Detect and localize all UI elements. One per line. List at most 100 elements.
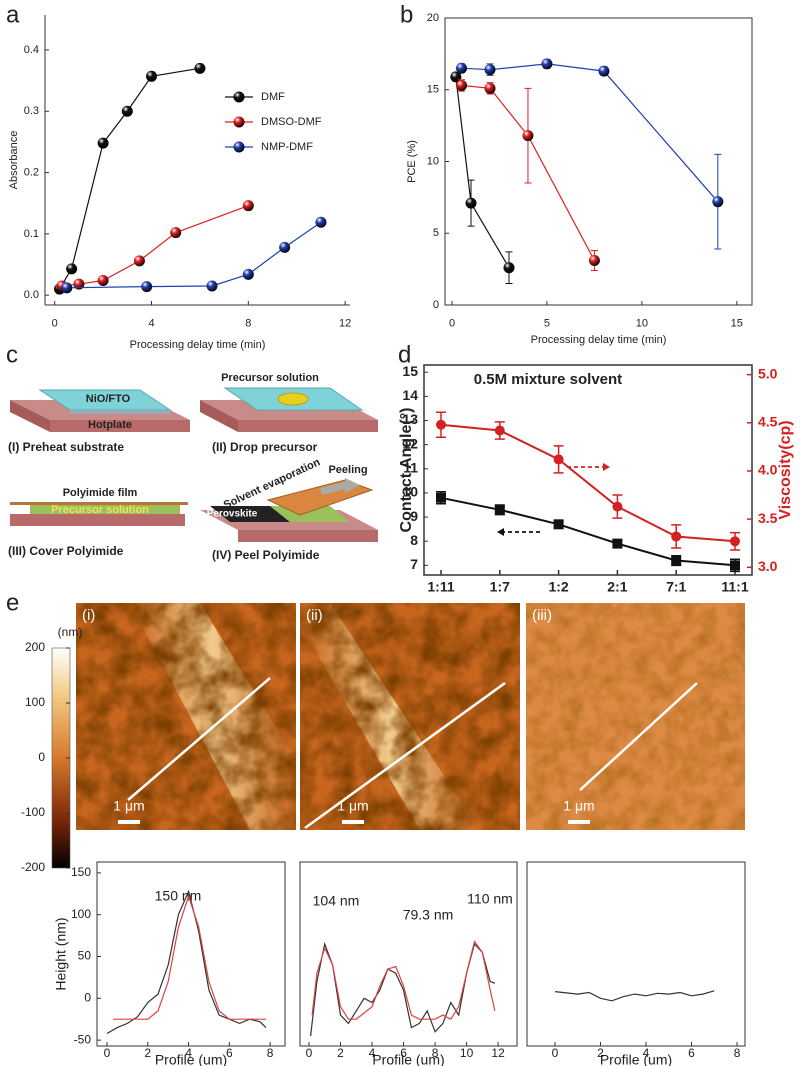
marker — [503, 262, 515, 274]
marker — [612, 538, 623, 549]
marker — [612, 501, 623, 512]
colorbar-tick-label: 200 — [25, 640, 45, 654]
x-axis-label: Profile (um) — [600, 1052, 672, 1066]
image-label: (iii) — [532, 607, 552, 624]
x-tick-label: 0 — [552, 1046, 559, 1060]
series-line — [455, 76, 510, 269]
marker — [553, 519, 564, 530]
image-label: (ii) — [306, 607, 323, 624]
x-tick-label: 0 — [306, 1046, 313, 1060]
x-tick-label: 8 — [245, 317, 251, 329]
marker — [279, 241, 291, 253]
marker — [146, 70, 158, 82]
x-tick-label: 10 — [636, 317, 648, 329]
colorbar-tick-label: 0 — [38, 750, 45, 764]
label: Precursor solution — [221, 372, 319, 384]
afm-labels: (i) 1 μm (ii) 1 μm (iii) 1 μm — [82, 607, 595, 824]
x-tick-label: 12 — [339, 317, 351, 329]
marker — [436, 492, 446, 503]
panel-label: d — [398, 341, 411, 368]
marker — [588, 255, 600, 267]
plot-frame — [299, 861, 518, 1047]
label: Peeling — [328, 464, 367, 476]
marker — [315, 216, 327, 228]
indicator-arrow-head — [603, 463, 610, 471]
marker — [242, 200, 254, 212]
legend-label: NMP-DMF — [261, 141, 313, 153]
marker — [242, 268, 254, 280]
colorbar-tick-label: 100 — [25, 695, 45, 709]
legend-label: DMSO-DMF — [261, 116, 322, 128]
series-line — [66, 221, 322, 289]
y2-tick-label: 4.0 — [758, 462, 778, 478]
hotplate-side — [10, 400, 50, 432]
y-tick-label: 10 — [427, 155, 439, 167]
x-tick-label: 2 — [337, 1046, 344, 1060]
panel-label: e — [6, 589, 19, 616]
x-tick-label: 4 — [643, 1046, 650, 1060]
y-axis-label: Absorbance — [8, 131, 20, 190]
step-caption: (II) Drop precursor — [212, 440, 318, 454]
profile-line — [127, 677, 271, 801]
x-tick-label: 2 — [144, 1046, 151, 1060]
marker — [456, 79, 468, 91]
marker — [671, 531, 682, 542]
y-tick-label: 150 — [71, 865, 91, 879]
y-tick-label: 0.3 — [24, 105, 39, 117]
y-tick-label: 100 — [71, 907, 91, 921]
series-line — [440, 423, 736, 543]
marker — [465, 197, 477, 209]
marker — [133, 255, 145, 267]
x-tick-label: 4 — [185, 1046, 192, 1060]
peel-arrow — [320, 478, 360, 495]
precursor-layer — [30, 505, 180, 514]
x-tick-label: 1:11 — [427, 579, 454, 595]
series-line — [113, 894, 266, 1020]
marker — [97, 274, 109, 286]
y-tick-label: 5 — [433, 227, 439, 239]
substrate-edge — [70, 410, 170, 414]
y-tick-label: 0 — [433, 299, 439, 311]
panel-label: a — [6, 1, 20, 28]
x-tick-label: 6 — [400, 1046, 407, 1060]
x-axis-label: Processing delay time (min) — [531, 334, 667, 346]
y2-tick-label: 5.0 — [758, 365, 778, 381]
marker — [206, 280, 218, 292]
marker — [61, 282, 73, 294]
x-tick-label: 0 — [449, 317, 455, 329]
x-tick-label: 8 — [267, 1046, 274, 1060]
y-tick-label: 15 — [427, 84, 439, 96]
colorbar-tick-label: -200 — [21, 860, 45, 874]
hotplate-front — [238, 420, 378, 432]
label: Perovskite — [207, 509, 258, 520]
marker — [598, 65, 610, 77]
x-tick-label: 1:2 — [548, 579, 568, 595]
y-axis-label: PCE (%) — [406, 140, 418, 183]
afm-texture — [76, 603, 296, 830]
legend-label: DMF — [261, 91, 285, 103]
x-tick-label: 0 — [52, 317, 58, 329]
annotation: 150 nm — [155, 888, 202, 904]
precursor-drop — [277, 392, 309, 406]
y-tick-label: 0.2 — [24, 166, 39, 178]
y-tick-label: 0.0 — [24, 289, 39, 301]
hotplate-front — [238, 530, 378, 542]
marker — [494, 425, 505, 436]
scale-bar-label: 1 μm — [563, 798, 594, 814]
y-tick-label: 15 — [402, 363, 418, 379]
y2-tick-label: 3.5 — [758, 510, 778, 526]
profile-line — [579, 682, 698, 791]
y-tick-label: 0.4 — [24, 44, 39, 56]
series-line — [310, 941, 496, 1037]
y-tick-label: 11 — [403, 459, 418, 475]
x-tick-label: 4 — [148, 317, 154, 329]
plot-frame — [526, 861, 746, 1047]
step-caption: (III) Cover Polyimide — [8, 544, 124, 558]
colorbar-tick-label: -100 — [21, 805, 45, 819]
marker — [730, 560, 740, 571]
y-tick-label: 13 — [402, 411, 418, 427]
scale-bar-label: 1 μm — [113, 798, 144, 814]
y2-tick-label: 3.0 — [758, 558, 778, 574]
marker — [141, 281, 153, 293]
